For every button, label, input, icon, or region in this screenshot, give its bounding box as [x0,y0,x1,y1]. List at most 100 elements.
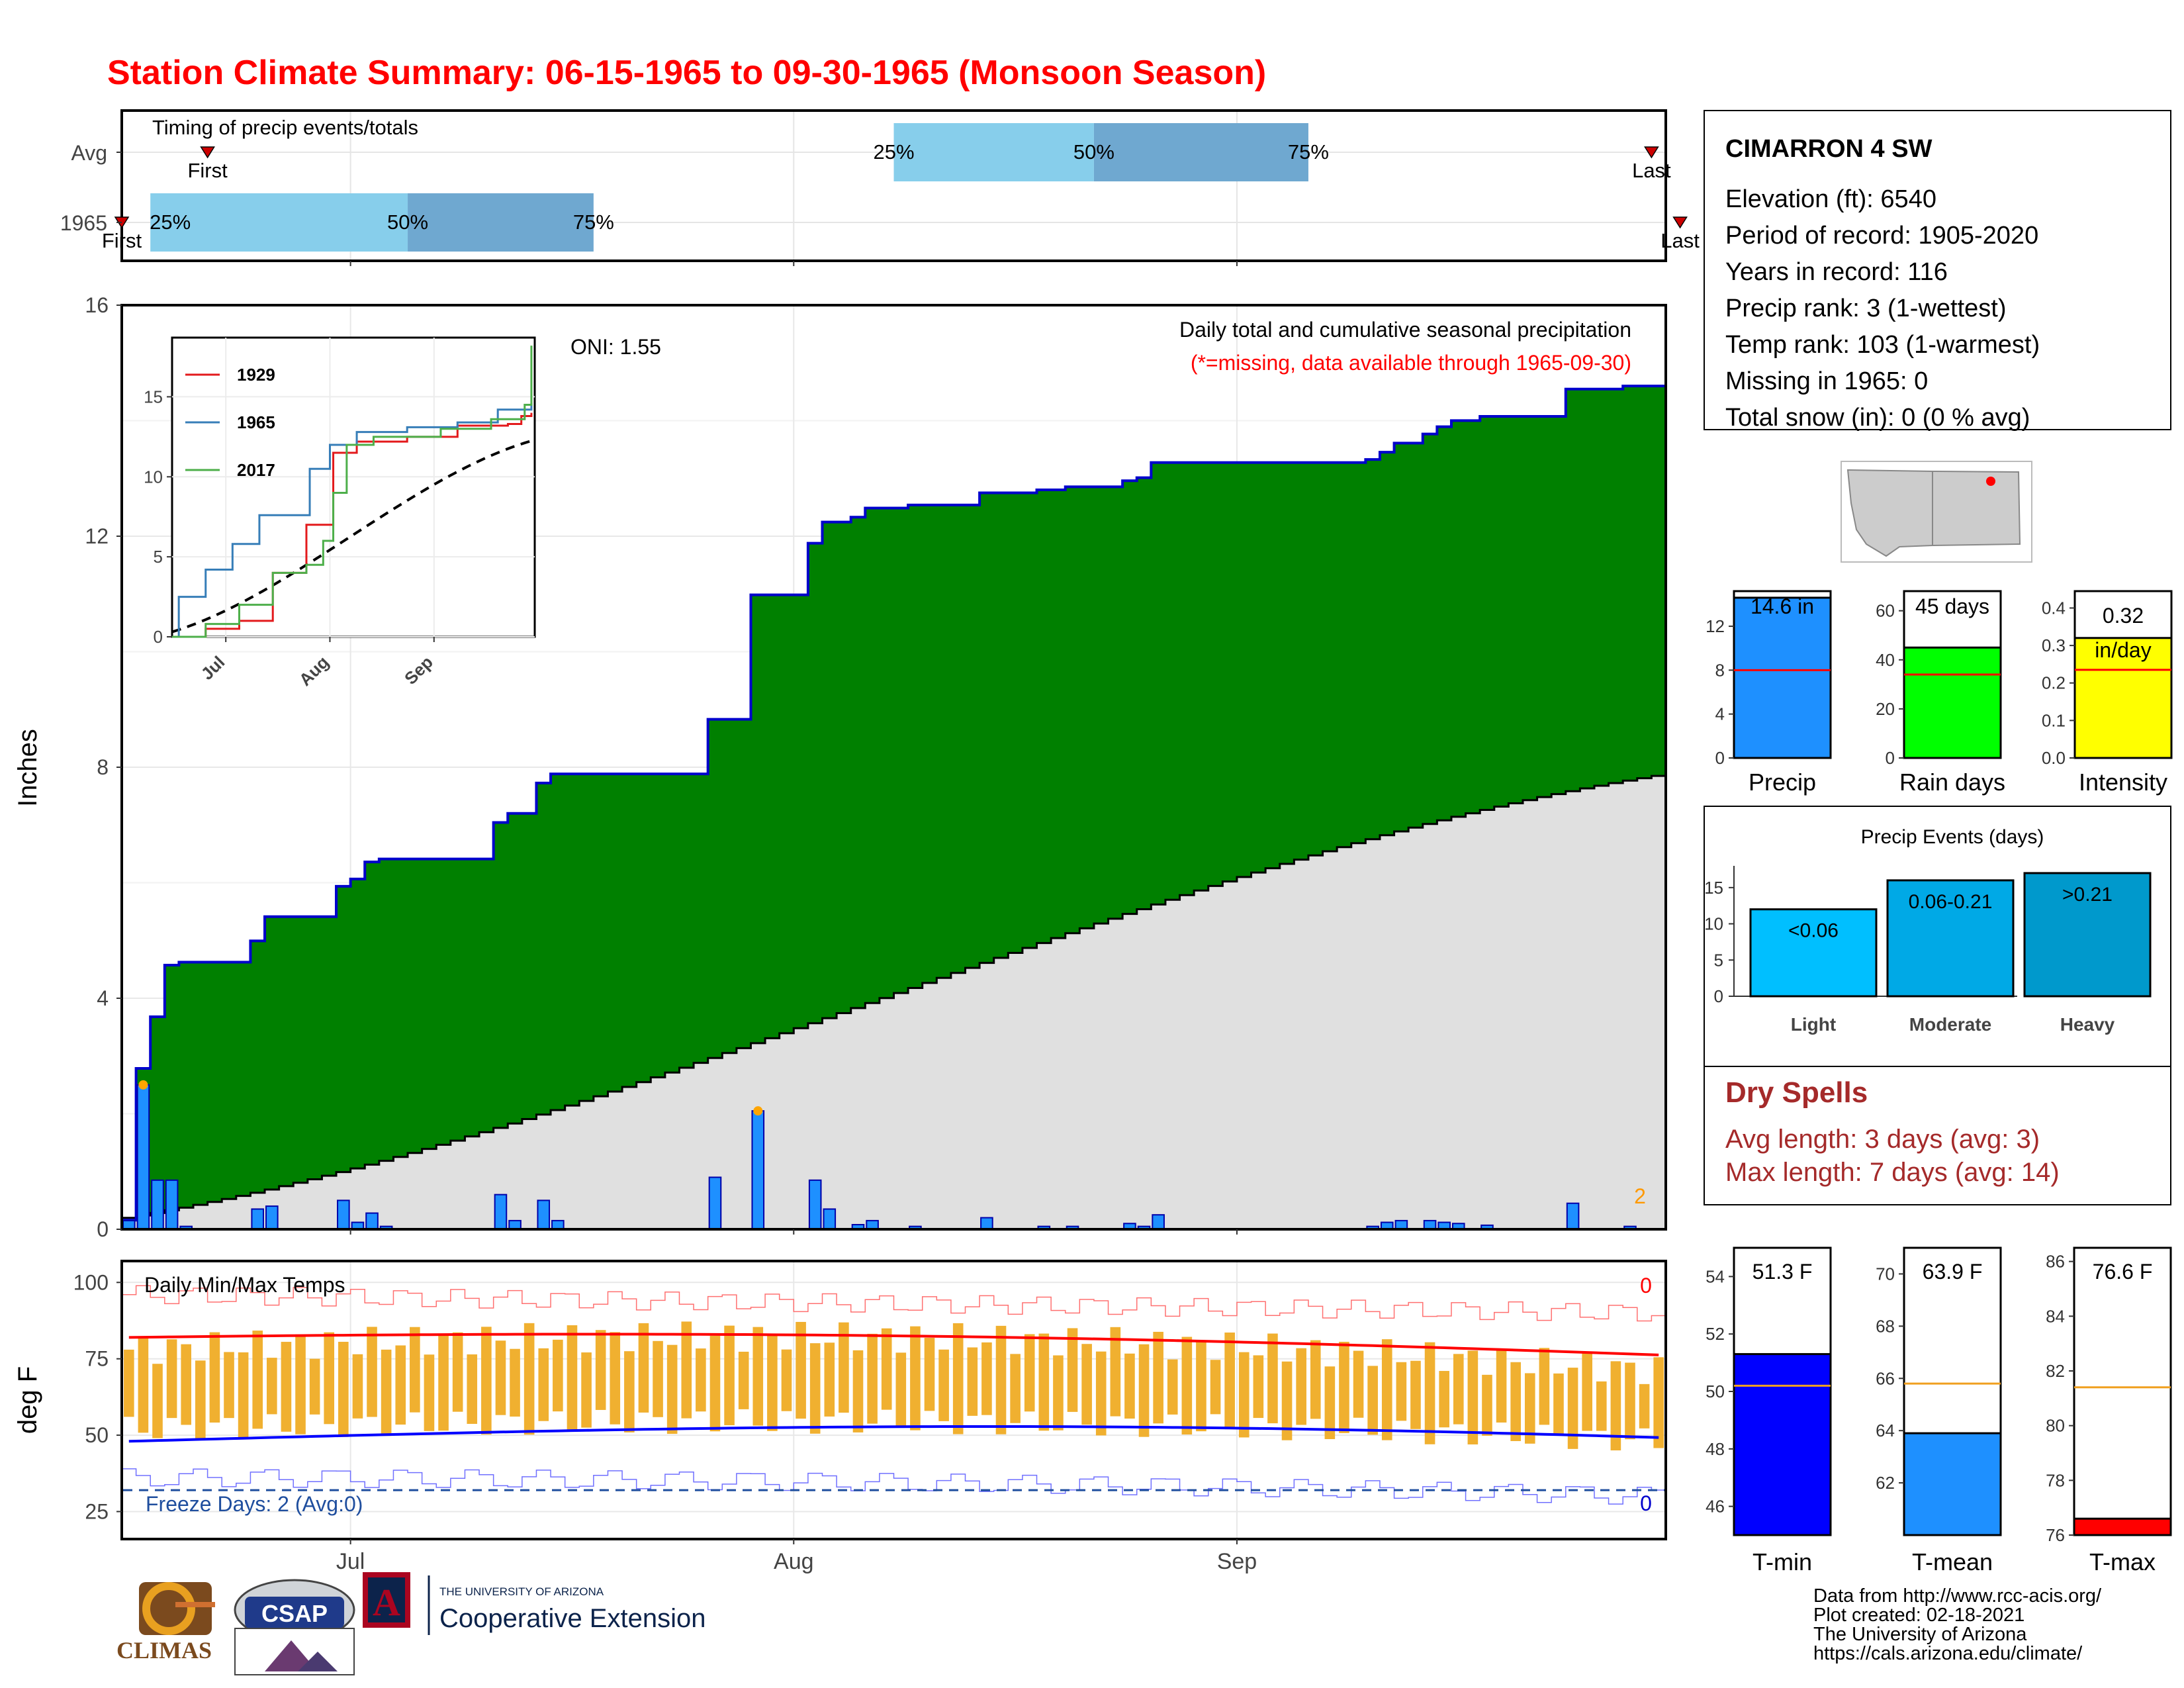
daily-temp-range-bar [967,1347,978,1416]
daily-temp-range-bar [610,1332,621,1425]
daily-temp-range-bar [166,1339,177,1419]
daily-temp-range-bar [981,1342,992,1415]
events-ytick-label: 0 [1714,986,1723,1006]
xtick-label: Sep [1217,1549,1257,1574]
daily-precip-bar [1152,1214,1165,1230]
daily-temp-range-bar [1625,1362,1635,1440]
precip-summary-labels: Precip 14.6 in Rain days 45 days Intensi… [1749,594,2167,796]
inset-legend-label: 1929 [237,365,275,385]
temp-bar-value-label: 51.3 F [1752,1260,1813,1284]
daily-temp-range-bar [1410,1360,1421,1429]
daily-temp-range-bar [1553,1373,1564,1436]
ua-small-text: THE UNIVERSITY OF ARIZONA [439,1585,604,1598]
daily-temp-range-bar [1067,1328,1078,1412]
daily-temp-range-bar [438,1335,449,1431]
daily-temp-range-bar [195,1360,206,1440]
daily-temp-range-bar [1524,1373,1535,1444]
temp-bar-ytick-label: 82 [2046,1361,2065,1381]
daily-temp-range-bar [181,1344,192,1425]
min-count: 0 [1640,1491,1652,1515]
station-missing: Missing in 1965: 0 [1725,367,1928,395]
daily-temp-range-bar [1367,1366,1378,1435]
daily-temp-range-bar [209,1332,220,1423]
timing-pct-label: 75% [573,211,614,234]
timing-pct-label: 25% [873,140,914,164]
daily-temp-range-bar [510,1348,520,1417]
daily-temp-range-bar [1424,1342,1435,1444]
first-event-label: First [102,229,142,252]
timing-row-label-1965: 1965 [60,211,107,235]
daily-temp-range-bar [1653,1357,1664,1448]
footer-line-2: Plot created: 02-18-2021 [1813,1605,2025,1626]
timing-label: Timing of precip events/totals [152,116,418,139]
daily-temp-range-bar [1138,1344,1150,1437]
inset-series-line-2017 [172,346,533,638]
daily-temp-range-bar [1339,1341,1349,1433]
timing-panel: 25% 50% 75% First Last 25% 50% 75% First Last Tim… [60,109,1700,262]
temp-bar-ytick-label: 48 [1706,1439,1725,1459]
daily-temp-range-bar [696,1348,706,1412]
daily-precip-bar [165,1179,179,1231]
daily-precip-bar [537,1199,551,1230]
raindays-ytick-label: 0 [1886,748,1895,768]
temp-bar-category-label: T-mean [1912,1548,1993,1575]
daily-temp-range-bar [1610,1361,1621,1451]
precip-ytick-label: 8 [97,755,109,779]
average-cumulative-line [122,774,1666,1219]
daily-temp-range-bar [924,1337,935,1411]
station-temp-rank: Temp rank: 103 (1-warmest) [1725,331,2040,359]
daily-temp-range-bar [523,1323,535,1435]
precip-ytick-label: 0 [97,1217,109,1241]
daily-temp-range-bar [595,1330,606,1410]
daily-temp-range-bar [867,1333,878,1424]
precip-panel: 0 4 8 12 16 Inches ONI: 1.55 Daily total and… [13,293,1667,1241]
station-years: Years in record: 116 [1725,258,1948,286]
last-event-marker [1672,216,1688,229]
daily-temp-range-bar [267,1358,277,1415]
daily-temp-range-bar [395,1345,406,1425]
temp-bar-ytick-label: 86 [2046,1252,2065,1272]
dry-spells-box: Dry Spells Avg length: 3 days (avg: 3) M… [1704,1066,2171,1205]
intensity-ytick-label: 0.1 [2042,710,2066,730]
temp-ytick-label: 100 [73,1270,109,1294]
daily-temp-range-bar [1095,1351,1107,1436]
daily-temp-range-bar [124,1349,134,1417]
average-cumulative-area [122,776,1666,1229]
daily-temp-range-bar [553,1339,563,1412]
daily-temp-range-bar [424,1354,435,1431]
events-bar-value-label: >0.21 [2062,884,2113,906]
dry-spells-max: Max length: 7 days (avg: 14) [1725,1158,2060,1187]
ua-letter: A [373,1581,400,1624]
last-event-marker [1644,146,1659,159]
last-event-label: Last [1661,229,1700,252]
precip-ytick-label: 4 [1715,704,1725,724]
daily-temp-range-bar [481,1327,492,1435]
raindays-bar-label: Rain days [1899,769,2005,796]
daily-temp-range-bar [495,1340,506,1415]
inset-ytick-label: 0 [154,627,163,647]
events-bar-value-label: 0.06-0.21 [1909,891,1993,913]
daily-precip-bar [980,1217,993,1231]
daily-temp-range-bar [1224,1333,1235,1430]
inset-ytick-label: 15 [144,387,163,406]
daily-temp-range-bar [309,1358,320,1415]
raindays-ytick-label: 60 [1876,601,1895,621]
daily-temp-range-bar [238,1352,249,1438]
temp-bar-ytick-label: 78 [2046,1470,2065,1490]
temp-summary-panels: 51.3 F T-min 46 48 50 52 54 63.9 F T-mean 62 64 66 6… [1706,1246,2172,1575]
daily-precip-bar [1566,1202,1580,1231]
temp-ylabel: deg F [13,1366,42,1434]
daily-temp-range-bar [638,1323,649,1413]
raindays-ytick-label: 40 [1876,650,1895,670]
precip-ytick-label: 4 [97,986,109,1010]
daily-temp-range-bar [1453,1354,1464,1425]
events-ytick-label: 10 [1704,914,1723,934]
daily-temp-range-bar [224,1352,234,1419]
ua-logo: A THE UNIVERSITY OF ARIZONA Cooperative … [363,1572,705,1635]
daily-temp-range-bar [538,1348,549,1421]
station-elevation: Elevation (ft): 6540 [1725,185,1936,213]
daily-temp-range-bar [1510,1362,1521,1441]
daily-temp-range-bar [1567,1368,1578,1449]
daily-temp-range-bar [324,1332,335,1425]
